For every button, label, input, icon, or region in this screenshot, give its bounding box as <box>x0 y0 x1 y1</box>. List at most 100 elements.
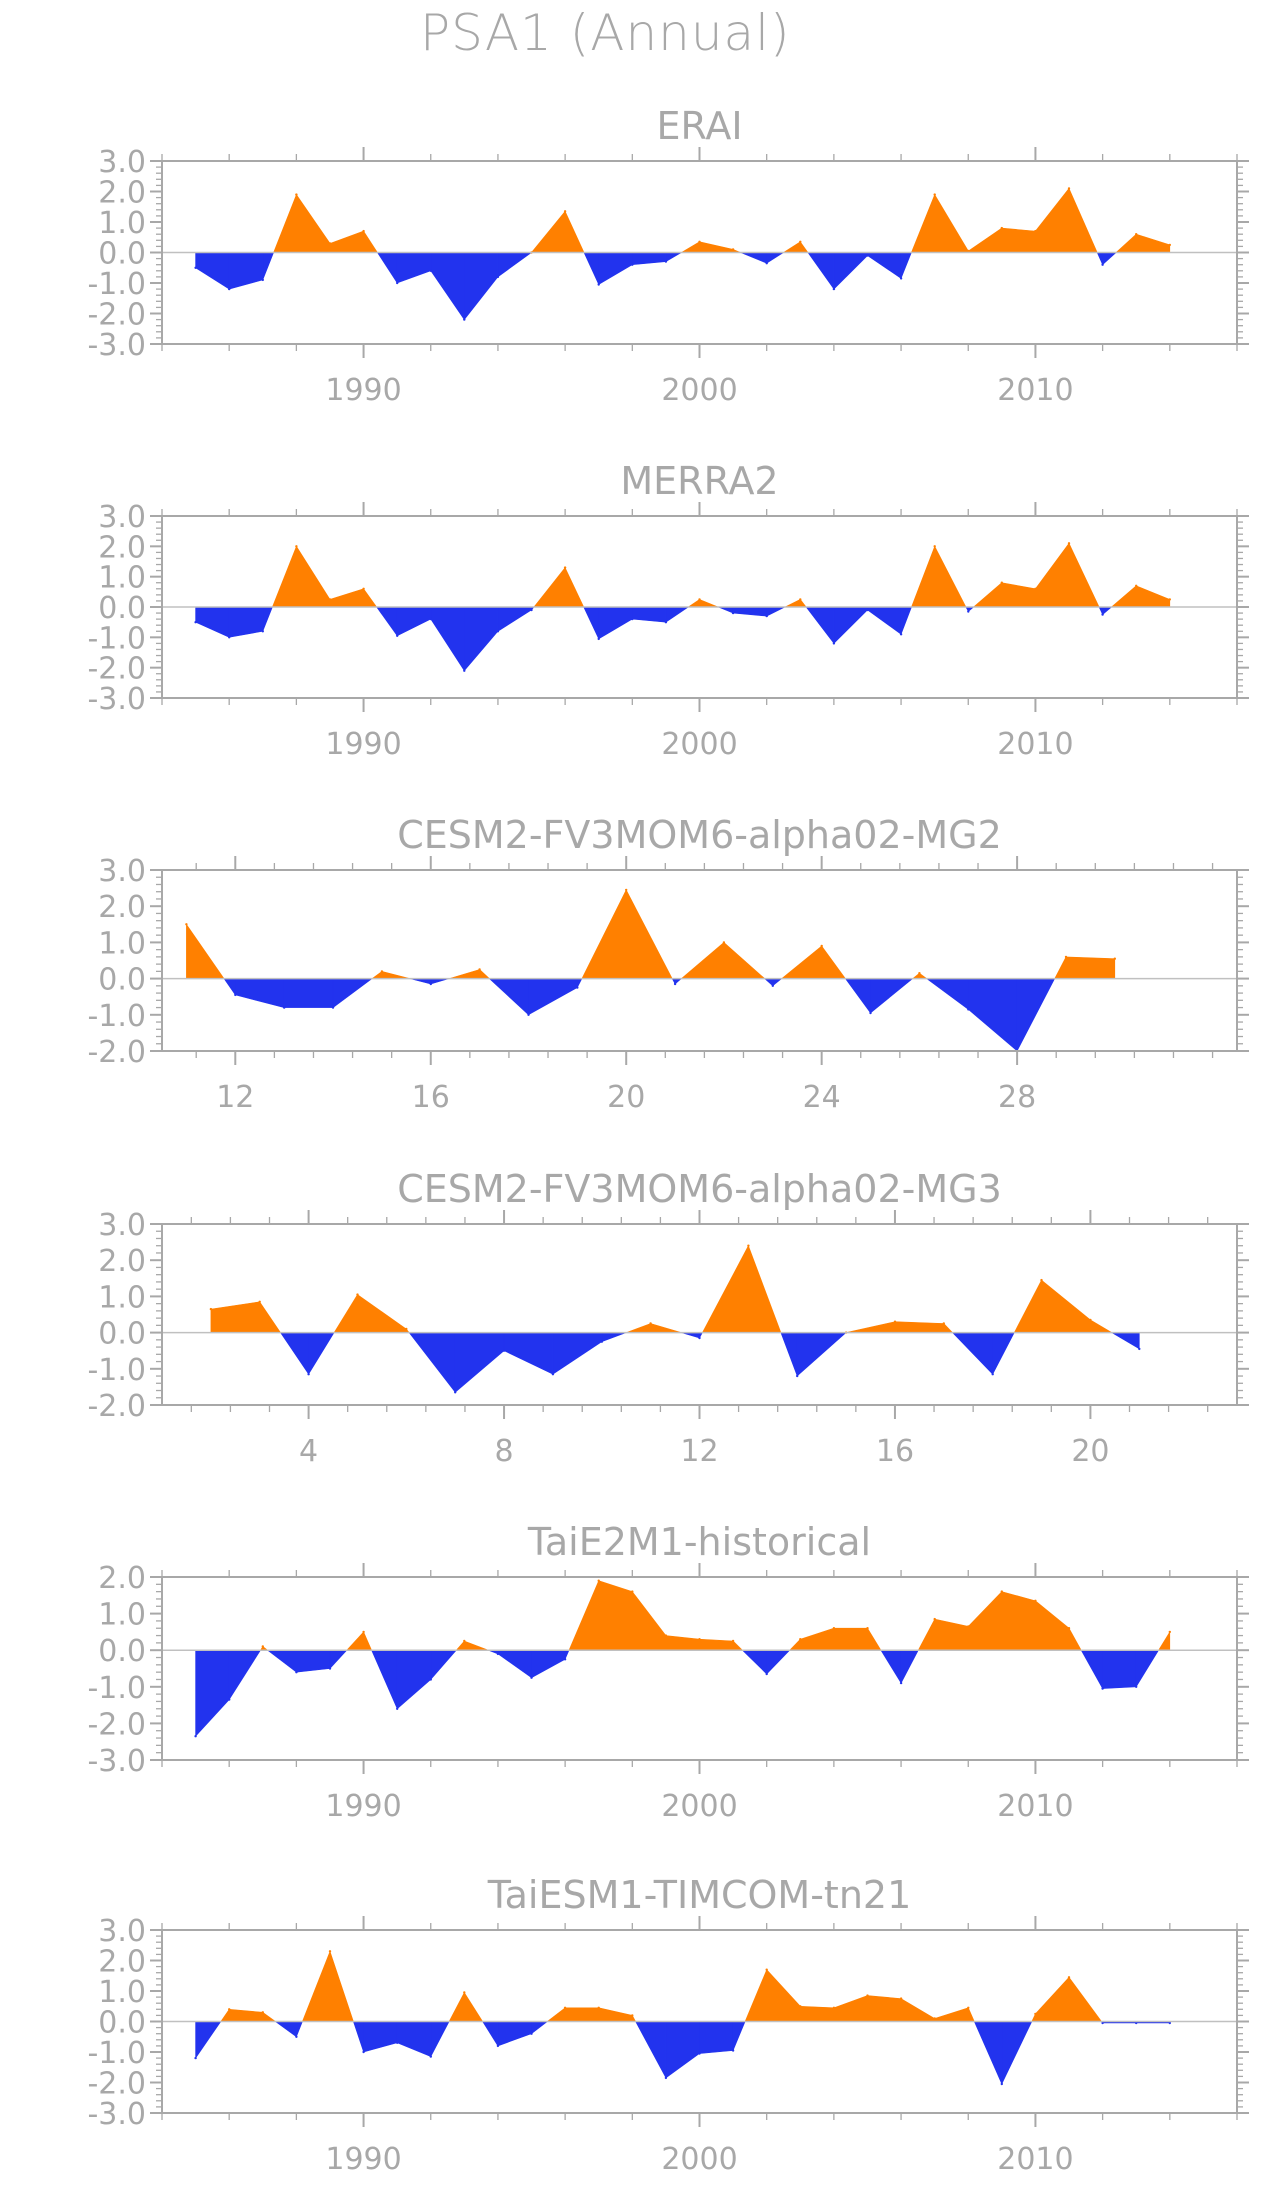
data-point <box>463 1991 466 1994</box>
negative-anomaly-area <box>844 978 871 1014</box>
negative-anomaly-area <box>1102 252 1117 266</box>
positive-anomaly-area <box>1041 1279 1091 1333</box>
data-point <box>631 617 634 621</box>
data-point <box>1101 1687 1104 1690</box>
positive-anomaly-area <box>699 241 734 253</box>
positive-anomaly-area <box>296 193 331 253</box>
negative-anomaly-area <box>807 252 835 291</box>
positive-anomaly-area <box>530 210 566 253</box>
positive-anomaly-area <box>934 2007 969 2022</box>
negative-anomaly-area <box>195 2021 222 2060</box>
positive-anomaly-area <box>846 1321 896 1333</box>
data-point <box>991 1373 994 1376</box>
positive-anomaly-area <box>867 1995 902 2022</box>
negative-anomaly-area <box>430 606 465 672</box>
positive-anomaly-area <box>967 2007 975 2022</box>
positive-anomaly-area <box>934 1618 969 1651</box>
data-point <box>261 1645 264 1648</box>
data-point <box>261 630 264 633</box>
y-tick-label: 0.0 <box>98 2006 146 2041</box>
data-point <box>258 1300 261 1304</box>
negative-anomaly-area <box>766 606 786 617</box>
positive-anomaly-area <box>186 923 225 979</box>
negative-anomaly-area <box>1135 1649 1160 1688</box>
data-point <box>1168 243 1172 247</box>
positive-anomaly-area <box>271 546 297 608</box>
data-point <box>356 1293 359 1296</box>
positive-anomaly-area <box>911 546 936 608</box>
positive-anomaly-area <box>1110 585 1137 608</box>
data-point <box>362 2050 365 2054</box>
y-tick-label: 2.0 <box>98 890 146 925</box>
positive-anomaly-area <box>701 1245 749 1333</box>
positive-anomaly-area <box>699 598 719 608</box>
x-tick-label: 2010 <box>997 373 1073 408</box>
data-point <box>597 283 600 286</box>
data-point <box>295 2035 298 2039</box>
data-point <box>664 621 668 624</box>
negative-anomaly-area <box>763 978 774 987</box>
data-point <box>799 1638 802 1641</box>
negative-anomaly-area <box>870 978 914 1014</box>
data-point <box>209 1307 213 1311</box>
y-tick-label: 3.0 <box>98 1914 146 1949</box>
y-tick-label: 3.0 <box>98 500 146 535</box>
data-point <box>228 1698 231 1701</box>
y-tick-label: -2.0 <box>87 2067 146 2102</box>
positive-anomaly-area <box>900 1998 936 2022</box>
data-point <box>698 2052 701 2055</box>
data-point <box>899 1681 903 1685</box>
positive-anomaly-area <box>1068 543 1100 608</box>
data-point <box>429 982 432 986</box>
y-tick-label: 2.0 <box>98 176 146 211</box>
data-point <box>228 2008 231 2011</box>
data-point <box>396 2041 399 2045</box>
chart-panel-6: TaiESM1-TIMCOM-tn21 3.02.01.00.0-1.0-2.0-… <box>87 1873 1249 2177</box>
data-point <box>1034 2012 1037 2016</box>
data-point <box>967 249 970 253</box>
negative-anomaly-area <box>805 606 835 645</box>
data-point <box>283 1006 286 1009</box>
negative-anomaly-area <box>766 252 785 264</box>
negative-anomaly-area <box>732 2021 746 2051</box>
negative-anomaly-area <box>396 252 432 284</box>
positive-anomaly-area <box>665 1635 700 1651</box>
data-point <box>597 1579 600 1582</box>
negative-anomaly-area <box>223 978 236 996</box>
positive-anomaly-area <box>1158 1630 1171 1651</box>
data-point <box>295 193 298 196</box>
negative-anomaly-area <box>195 252 230 290</box>
negative-anomaly-area <box>576 978 583 988</box>
negative-anomaly-area <box>796 1332 847 1377</box>
chart-panel-5: TaiE2M1-historical 2.01.00.0-1.0-2.0-3.0 1… <box>87 1520 1249 1824</box>
negative-anomaly-area <box>531 1649 566 1679</box>
data-point <box>1138 1347 1141 1351</box>
positive-anomaly-area <box>943 1322 954 1333</box>
negative-anomaly-area <box>296 1649 331 1673</box>
negative-anomaly-area <box>1110 1332 1140 1350</box>
positive-anomaly-area <box>1135 233 1171 253</box>
data-point <box>502 1349 506 1352</box>
chart-title: CESM2-FV3MOM6-alpha02-MG2 <box>397 813 1002 857</box>
negative-anomaly-area <box>631 606 667 623</box>
data-point <box>194 266 197 269</box>
positive-anomaly-area <box>788 1638 801 1651</box>
data-point <box>1135 2021 1138 2025</box>
x-tick-label: 1990 <box>325 373 401 408</box>
negative-anomaly-area <box>973 2021 1003 2085</box>
positive-anomaly-area <box>910 194 936 253</box>
positive-anomaly-area <box>967 227 1003 253</box>
data-point <box>771 984 774 987</box>
data-point <box>933 2017 936 2020</box>
data-point <box>295 1671 298 1674</box>
positive-anomaly-area <box>867 1627 882 1651</box>
negative-anomaly-area <box>228 252 264 290</box>
data-point <box>664 260 668 263</box>
positive-anomaly-area <box>220 2008 230 2022</box>
y-tick-label: -2.0 <box>87 652 146 687</box>
data-point <box>933 1617 936 1621</box>
negative-anomaly-area <box>1098 606 1103 615</box>
x-tick-label: 1990 <box>325 1789 401 1824</box>
data-point <box>185 923 188 926</box>
negative-anomaly-area <box>497 252 533 278</box>
